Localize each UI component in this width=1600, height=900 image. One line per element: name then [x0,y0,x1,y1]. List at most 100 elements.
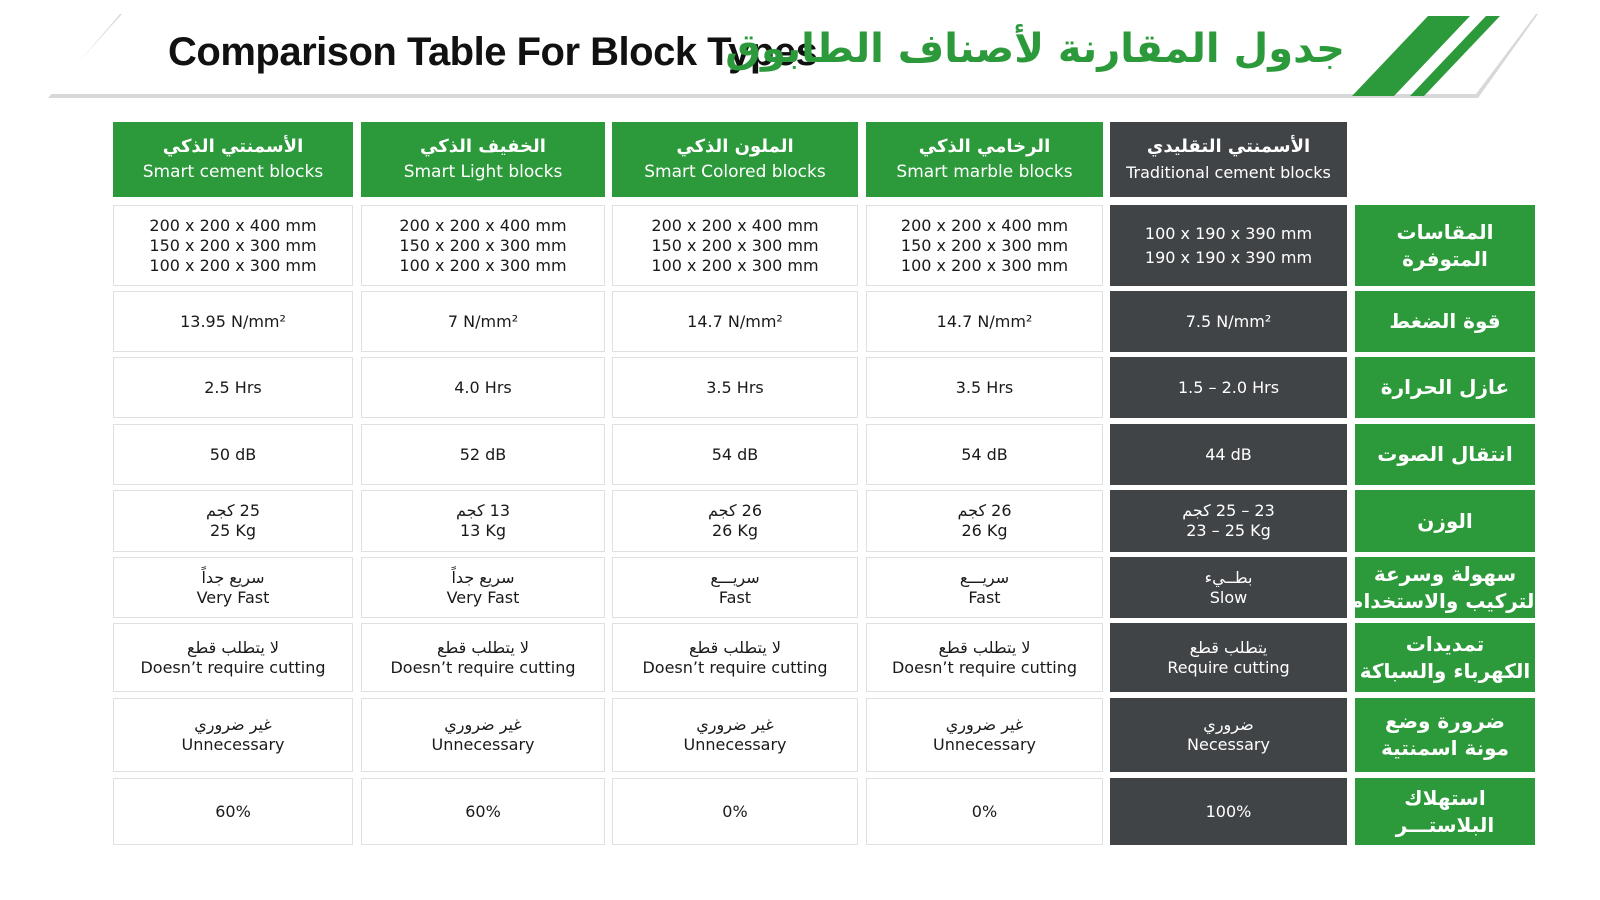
column-header-english: Smart Light blocks [403,162,563,183]
table-cell: 14.7 N/mm² [612,291,858,352]
cell-text: 7 N/mm² [447,311,519,331]
row-label: قوة الضغط [1355,291,1535,352]
table-cell: 60% [361,778,605,845]
cell-text: 60% [215,801,251,821]
column-header-arabic: الأسمنتي التقليدي [1146,136,1311,158]
cell-text: Doesn’t require cutting [891,657,1078,677]
table-cell: 0% [612,778,858,845]
table-cell: سريـــع Fast [866,557,1103,618]
row-label-text: مونة اسمنتية [1380,736,1510,760]
cell-text-arabic: 26 كجم [957,501,1012,520]
row-label: انتقال الصوت [1355,424,1535,485]
table-cell: لا يتطلب قطع Doesn’t require cutting [361,623,605,692]
column-header: الرخامي الذكي Smart marble blocks [866,122,1103,197]
row-label: سهولة وسرعة التركيب والاستخدام [1349,557,1541,618]
table-cell: 2.5 Hrs [113,357,353,418]
table-cell: بطــيء Slow [1110,557,1347,618]
cell-text: 200 x 200 x 400 mm [651,215,819,235]
column-header: الأسمنتي التقليدي Traditional cement bloc… [1110,122,1347,197]
row-label-text: المقاسات [1396,219,1494,244]
column-header-arabic: الخفيف الذكي [420,135,546,157]
table-cell: غير ضروري Unnecessary [866,698,1103,772]
cell-text: 150 x 200 x 300 mm [149,235,317,255]
cell-text-arabic: لا يتطلب قطع [689,637,781,657]
column-header-english: Smart marble blocks [896,162,1073,183]
cell-text: Doesn’t require cutting [642,657,828,677]
cell-text: 100 x 200 x 300 mm [149,255,317,275]
row-label-text: انتقال الصوت [1377,442,1513,466]
row-label-text: سهولة وسرعة [1373,561,1517,586]
column-header-arabic: الأسمنتي الذكي [162,135,304,157]
cell-text: Unnecessary [181,735,285,754]
cell-text: 13 Kg [459,521,507,540]
cell-text-arabic: سريـــع [959,567,1010,587]
row-label: ضرورة وضع مونة اسمنتية [1355,698,1535,772]
cell-text-arabic: لا يتطلب قطع [187,637,279,657]
cell-text: 7.5 N/mm² [1185,311,1272,331]
cell-text: Slow [1209,587,1248,607]
table-cell: سريع جداً Very Fast [361,557,605,618]
row-label-text: الوزن [1417,508,1473,533]
table-cell: 200 x 200 x 400 mm 150 x 200 x 300 mm 100 … [866,205,1103,286]
cell-text-arabic: 13 كجم [455,501,511,520]
cell-text-arabic: 23 – 25 كجم [1182,501,1275,520]
column-header-english: Traditional cement blocks [1126,162,1331,182]
title-english: Comparison Table For Block Types [168,30,818,74]
cell-text: Unnecessary [431,735,535,754]
row-label: عازل الحرارة [1355,357,1535,418]
cell-text-arabic: غير ضروري [696,715,774,734]
table-cell: 25 كجم 25 Kg [113,490,353,552]
cell-text: 52 dB [459,444,507,464]
table-cell: سريع جداً Very Fast [113,557,353,618]
row-label-text: تمديدات [1405,631,1485,656]
cell-text: 150 x 200 x 300 mm [900,235,1069,255]
cell-text: 1.5 – 2.0 Hrs [1177,377,1280,397]
table-cell: 100 x 190 x 390 mm 190 x 190 x 390 mm [1110,205,1347,286]
title-arabic: جدول المقارنة لأصناف الطابوق [725,26,1345,72]
cell-text: 3.5 Hrs [955,377,1014,397]
table-cell: 200 x 200 x 400 mm 150 x 200 x 300 mm 100 … [361,205,605,286]
cell-text: 100 x 190 x 390 mm [1144,223,1313,243]
cell-text: Very Fast [196,587,270,607]
cell-text: 0% [722,801,748,821]
cell-text: 23 – 25 Kg [1186,521,1271,540]
cell-text: 26 Kg [711,521,759,540]
cell-text: 200 x 200 x 400 mm [900,215,1069,235]
table-cell: 200 x 200 x 400 mm 150 x 200 x 300 mm 100 … [113,205,353,286]
cell-text: Fast [718,587,752,607]
table-cell: سريـــع Fast [612,557,858,618]
cell-text: 200 x 200 x 400 mm [399,215,567,235]
cell-text-arabic: 25 كجم [205,501,261,520]
table-cell: لا يتطلب قطع Doesn’t require cutting [113,623,353,692]
cell-text-arabic: 26 كجم [707,501,763,520]
cell-text-arabic: يتطلب قطع [1189,637,1268,657]
cell-text-arabic: بطــيء [1204,567,1253,587]
cell-text: Unnecessary [933,735,1036,754]
table-cell: ضروري Necessary [1110,698,1347,772]
column-header-arabic: الملون الذكي [676,135,794,157]
table-cell: 3.5 Hrs [612,357,858,418]
table-cell: 3.5 Hrs [866,357,1103,418]
cell-text: Unnecessary [683,735,787,754]
table-cell: 26 كجم 26 Kg [866,490,1103,552]
cell-text: 200 x 200 x 400 mm [149,215,317,235]
cell-text: 100% [1205,801,1252,821]
table-cell: 14.7 N/mm² [866,291,1103,352]
table-cell: 26 كجم 26 Kg [612,490,858,552]
table-cell: 100% [1110,778,1347,845]
cell-text: Necessary [1187,735,1270,754]
cell-text: 100 x 200 x 300 mm [399,255,567,275]
cell-text-arabic: سريع جداً [451,567,515,587]
table-cell: يتطلب قطع Require cutting [1110,623,1347,692]
table-cell: 52 dB [361,424,605,485]
cell-text: 14.7 N/mm² [936,311,1033,331]
column-header-arabic: الرخامي الذكي [918,135,1051,157]
cell-text: 0% [971,801,998,821]
column-header: الأسمنتي الذكي Smart cement blocks [113,122,353,197]
row-label: استهلاك البلاستـــر [1355,778,1535,845]
row-label-text: ضرورة وضع [1385,709,1505,733]
cell-text: 100 x 200 x 300 mm [900,255,1069,275]
table-cell: غير ضروري Unnecessary [113,698,353,772]
table-cell: 54 dB [866,424,1103,485]
cell-text: 25 Kg [209,521,257,540]
